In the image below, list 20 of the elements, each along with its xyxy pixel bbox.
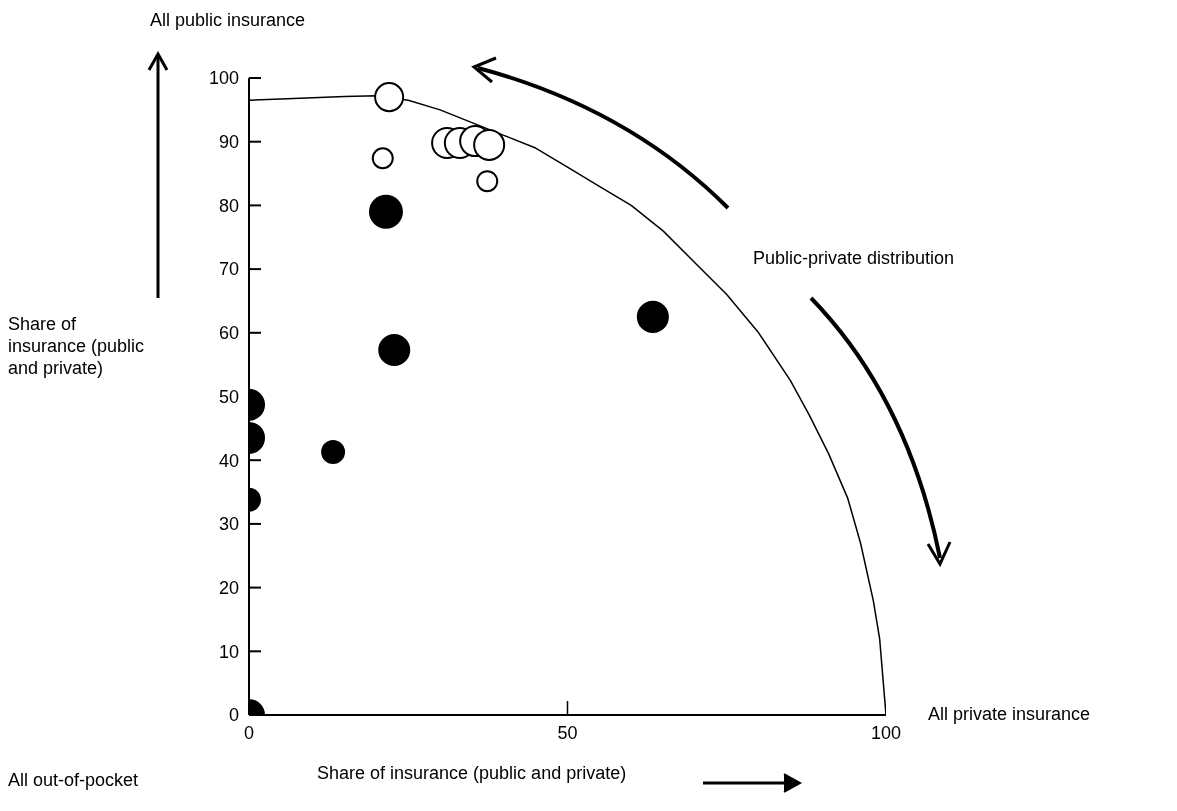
y-tick-label: 0 [228, 705, 239, 726]
y-tick-label: 30 [218, 514, 239, 535]
y-tick-label: 40 [218, 450, 239, 471]
y-tick-label: 90 [218, 132, 239, 152]
text: All private insurance [928, 704, 1091, 725]
annotation: Public-private distribution [753, 248, 955, 269]
x-tick-label: 0 [243, 723, 255, 744]
y-tick-label: 60 [218, 323, 239, 344]
x-axis-title: Share of insurance (public and private) [317, 763, 627, 783]
text: All public insurance [150, 10, 306, 31]
y-tick-label: 70 [218, 259, 239, 280]
y-tick-label: 50 [218, 386, 239, 407]
y-axis-title: Share of insurance (public and private) [8, 313, 146, 379]
x-tick-label: 50 [557, 723, 578, 744]
y-tick-label: 20 [218, 577, 239, 598]
x-tick-label: 100 [870, 723, 902, 744]
y-tick-label: 100 [208, 68, 239, 89]
y-tick-label: 10 [218, 641, 239, 662]
text: All out-of-pocket [8, 770, 139, 791]
y-tick-label: 80 [218, 195, 239, 216]
